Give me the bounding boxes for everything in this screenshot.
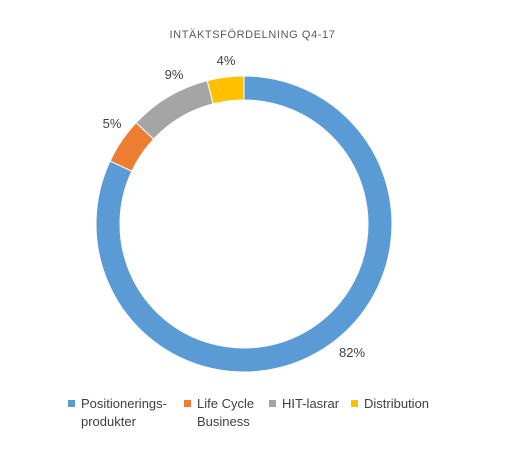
legend-item-positioneringsprodukter[interactable]: Positionerings- produkter (68, 395, 167, 431)
legend-label-line1: Positionerings- (81, 396, 167, 411)
donut-slice-hit-lasrar[interactable] (135, 80, 214, 140)
legend-swatch (351, 400, 358, 407)
donut-slice-positioneringsprodukter[interactable] (95, 75, 393, 373)
legend-label-line2: Business (197, 414, 250, 429)
data-label-positioneringsprodukter: 82% (339, 345, 365, 360)
data-label-hit-lasrar: 9% (165, 67, 184, 82)
legend-swatch (184, 400, 191, 407)
legend-label-line2: produkter (81, 414, 136, 429)
chart-title: INTÄKTSFÖRDELNING Q4-17 (169, 29, 336, 41)
legend-item-life-cycle-business[interactable]: Life Cycle Business (184, 395, 254, 431)
legend-label-line1: Distribution (364, 396, 430, 411)
donut-data-labels: 82% 5% 9% 4% (103, 53, 366, 360)
legend-item-distribution[interactable]: Distribution (351, 395, 429, 413)
donut-slices (95, 75, 393, 373)
data-label-distribution: 4% (217, 53, 236, 68)
legend-label-line1: Life Cycle (197, 396, 255, 411)
legend-item-hit-lasrar[interactable]: HIT-lasrar (269, 395, 339, 413)
legend-label-line1: HIT-lasrar (282, 396, 340, 411)
legend-swatch (68, 400, 75, 407)
legend-swatch (269, 400, 276, 407)
data-label-life-cycle-business: 5% (103, 116, 122, 131)
donut-slice-distribution[interactable] (206, 75, 245, 105)
